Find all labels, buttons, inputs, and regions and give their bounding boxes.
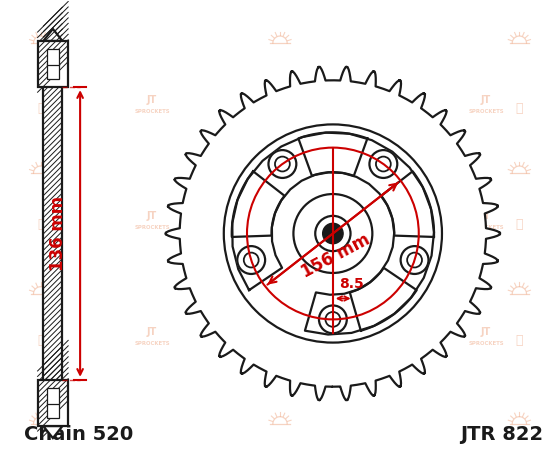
Text: JT: JT: [147, 327, 157, 337]
Text: SPROCKETS: SPROCKETS: [318, 341, 353, 346]
Circle shape: [400, 246, 428, 274]
Text: 乃: 乃: [37, 102, 44, 115]
Circle shape: [268, 150, 296, 178]
Text: SPROCKETS: SPROCKETS: [134, 109, 170, 114]
Circle shape: [237, 246, 265, 274]
Text: JT: JT: [330, 95, 341, 105]
Text: SPROCKETS: SPROCKETS: [468, 225, 504, 230]
Text: 8.5: 8.5: [339, 276, 364, 290]
Text: JT: JT: [330, 211, 341, 221]
Bar: [47, 63, 59, 79]
Text: 乃: 乃: [516, 218, 523, 231]
Circle shape: [319, 305, 347, 333]
Text: SPROCKETS: SPROCKETS: [318, 109, 353, 114]
Circle shape: [224, 124, 442, 343]
Text: 乃: 乃: [516, 334, 523, 347]
Circle shape: [407, 253, 422, 268]
Bar: [38, 41, 68, 87]
Circle shape: [376, 156, 391, 171]
Text: JTR 822: JTR 822: [460, 425, 543, 444]
Text: JT: JT: [147, 95, 157, 105]
Text: SPROCKETS: SPROCKETS: [468, 341, 504, 346]
Circle shape: [325, 312, 340, 327]
Text: SPROCKETS: SPROCKETS: [318, 225, 353, 230]
Text: 136 mm: 136 mm: [49, 196, 67, 271]
Text: 乃: 乃: [37, 334, 44, 347]
Text: 乃: 乃: [276, 334, 284, 347]
Text: JT: JT: [147, 211, 157, 221]
Bar: [47, 49, 59, 65]
Text: JT: JT: [330, 327, 341, 337]
Circle shape: [244, 253, 259, 268]
Polygon shape: [166, 67, 500, 400]
Circle shape: [275, 156, 290, 171]
Text: 乃: 乃: [37, 218, 44, 231]
Text: 乃: 乃: [276, 102, 284, 115]
Text: 乃: 乃: [516, 102, 523, 115]
Text: 156 mm: 156 mm: [298, 231, 373, 282]
Polygon shape: [44, 426, 62, 438]
Circle shape: [323, 223, 343, 244]
Text: SPROCKETS: SPROCKETS: [134, 341, 170, 346]
Polygon shape: [44, 29, 62, 41]
Bar: [44, 41, 62, 426]
Circle shape: [315, 216, 351, 251]
Text: JT: JT: [481, 211, 491, 221]
Text: SPROCKETS: SPROCKETS: [468, 109, 504, 114]
Bar: [47, 402, 59, 418]
Bar: [38, 380, 68, 426]
Text: JT: JT: [481, 95, 491, 105]
Bar: [47, 388, 59, 404]
Text: SPROCKETS: SPROCKETS: [134, 225, 170, 230]
Text: JT: JT: [481, 327, 491, 337]
Circle shape: [370, 150, 397, 178]
Text: Chain 520: Chain 520: [24, 425, 133, 444]
Circle shape: [293, 194, 372, 273]
